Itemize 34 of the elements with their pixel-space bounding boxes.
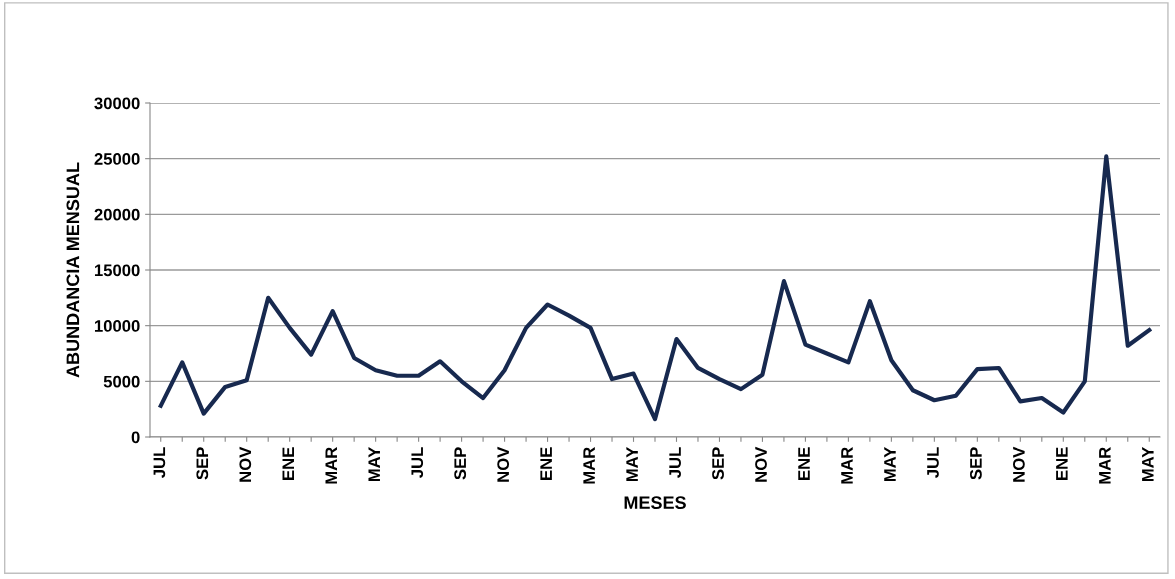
x-tick-label: MAY: [1142, 446, 1154, 482]
x-tick-label: SEP: [454, 447, 467, 480]
x-tick-label: NOV: [239, 446, 252, 482]
x-tick-label: MAR: [325, 447, 337, 484]
x-tick-label: SEP: [712, 447, 724, 480]
x-tick-label: NOV: [497, 446, 510, 482]
x-tick-label: SEP: [196, 447, 209, 480]
y-tick-label: 0: [131, 431, 140, 444]
x-tick-label: JUL: [927, 447, 939, 478]
x-tick-label: MAY: [626, 446, 638, 482]
x-tick-label: JUL: [411, 447, 424, 478]
y-tick-label: 20000: [94, 208, 140, 221]
y-tick-label: 30000: [94, 97, 140, 110]
x-tick-label: SEP: [970, 447, 982, 480]
x-tick-label: MAR: [1099, 447, 1111, 484]
y-tick-label: 5000: [103, 375, 140, 388]
x-tick-label: ENE: [282, 447, 294, 480]
y-tick-label: 25000: [94, 153, 140, 165]
x-tick-label: MAY: [884, 446, 896, 482]
x-tick-label: JUL: [153, 447, 166, 478]
x-tick-label: MAR: [583, 447, 595, 484]
x-tick-label: ENE: [1056, 447, 1068, 480]
y-tick-label: 10000: [94, 320, 140, 332]
x-tick-label: NOV: [755, 446, 767, 482]
x-tick-label: JUL: [669, 447, 681, 478]
y-axis-title: ABUNDANCIA MENSUAL: [66, 162, 80, 378]
x-tick-label: NOV: [1012, 446, 1025, 482]
x-tick-label: ENE: [798, 447, 810, 480]
line-series: [158, 154, 1152, 422]
y-tick-label: 15000: [94, 264, 140, 277]
x-axis-title: MESES: [624, 496, 686, 510]
x-tick-label: ENE: [540, 447, 552, 480]
x-tick-label: MAY: [368, 446, 380, 482]
x-tick-label: MAR: [841, 447, 853, 484]
